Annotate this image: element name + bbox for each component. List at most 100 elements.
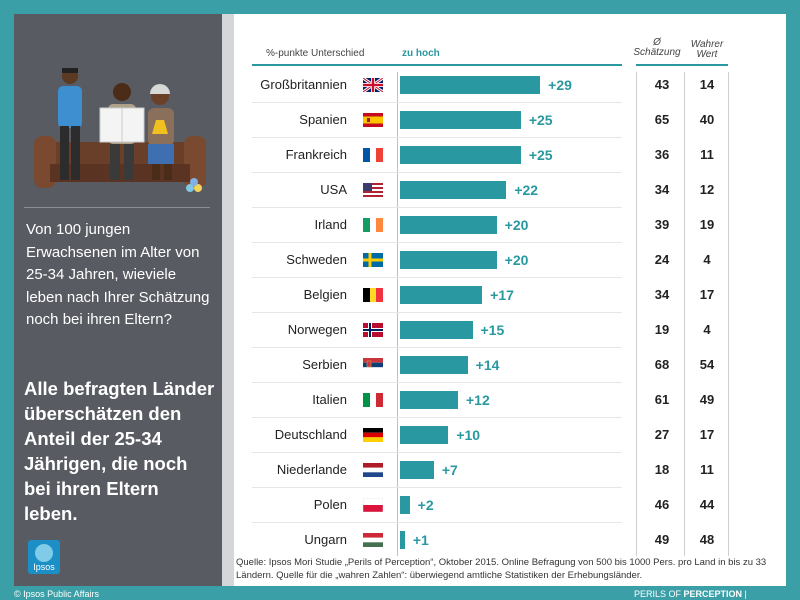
bar-value-label: +22 [514, 182, 539, 198]
bar [400, 356, 468, 374]
bar [400, 76, 541, 94]
bar [400, 461, 434, 479]
true-value: 17 [699, 287, 715, 302]
column-rule-right [728, 72, 729, 556]
bar [400, 111, 521, 129]
bar-value-label: +17 [490, 287, 514, 303]
header-rule-right [636, 64, 728, 66]
true-value: 14 [699, 77, 715, 92]
true-value: 44 [699, 497, 715, 512]
copyright-footer: © Ipsos Public Affairs [14, 589, 100, 599]
estimate-value: 36 [654, 147, 670, 162]
left-panel: Von 100 jungen Erwachsenen im Alter von … [14, 14, 222, 586]
bar [400, 321, 473, 339]
bar [400, 181, 507, 199]
true-value: 4 [703, 252, 711, 267]
estimate-value: 18 [654, 462, 670, 477]
row-separator [252, 417, 622, 418]
estimate-value: 49 [654, 532, 670, 547]
estimate-value: 27 [654, 427, 670, 442]
bar-value-label: +15 [480, 322, 505, 338]
bar-value-label: +7 [441, 462, 458, 478]
bar-value-label: +25 [528, 147, 553, 163]
italy-flag-icon [363, 393, 383, 407]
true-value: 48 [699, 532, 715, 547]
country-label: Großbritannien [260, 77, 347, 92]
estimate-value: 46 [654, 497, 670, 512]
norway-flag-icon [363, 323, 383, 337]
netherlands-flag-icon [363, 463, 383, 477]
bar [400, 496, 410, 514]
estimate-column-label: Schätzung [633, 47, 681, 58]
perils-bold: PERCEPTION [683, 589, 743, 599]
true-value: 54 [699, 357, 715, 372]
true-value-column-label-1: Wahrer [690, 39, 724, 50]
panel-separator [222, 14, 234, 586]
bar-value-label: +12 [466, 392, 490, 408]
germany-flag-icon [363, 428, 383, 442]
perils-footer: PERILS OF PERCEPTION | [634, 589, 747, 599]
country-label: Italien [312, 392, 347, 407]
country-label: Belgien [303, 287, 347, 302]
ireland-flag-icon [363, 218, 383, 232]
uk-flag-icon [363, 78, 383, 92]
bar-value-label: +1 [412, 532, 429, 548]
estimate-value: 19 [654, 322, 670, 337]
true-value: 12 [699, 182, 715, 197]
row-separator [252, 102, 622, 103]
country-label: Norwegen [287, 322, 347, 337]
estimate-value: 61 [654, 392, 670, 407]
bar [400, 146, 521, 164]
conclusion-text: Alle befragten Länder überschätzen den A… [24, 378, 215, 524]
bar [400, 531, 405, 549]
divider [24, 207, 210, 208]
country-label: Frankreich [285, 147, 347, 162]
true-value: 4 [703, 322, 711, 337]
country-label: Serbien [302, 357, 347, 372]
country-label: USA [320, 182, 347, 197]
question-text: Von 100 jungen Erwachsenen im Alter von … [26, 221, 210, 328]
row-separator [252, 312, 622, 313]
true-value: 40 [699, 112, 715, 127]
country-label: Spanien [299, 112, 347, 127]
row-separator [252, 522, 622, 523]
row-separator [252, 172, 622, 173]
bar-value-label: +25 [528, 112, 553, 128]
row-separator [252, 347, 622, 348]
estimate-value: 43 [654, 77, 670, 92]
chart-panel: %-punkte Unterschied zu hoch Ø Schätzung… [222, 14, 786, 586]
country-label: Schweden [286, 252, 347, 267]
estimate-column-symbol: Ø [653, 37, 661, 48]
bar [400, 426, 449, 444]
bar [400, 216, 497, 234]
true-value-column-header: Wahrer Wert [682, 40, 732, 60]
row-separator [252, 382, 622, 383]
true-value: 11 [700, 462, 714, 477]
estimate-value: 65 [654, 112, 670, 127]
spain-flag-icon [363, 113, 383, 127]
column-rule-mid [684, 72, 685, 556]
row-separator [252, 242, 622, 243]
france-flag-icon [363, 148, 383, 162]
too-high-header-label: zu hoch [402, 48, 440, 59]
true-value: 11 [700, 147, 714, 162]
perils-suffix: | [742, 589, 747, 599]
belgium-flag-icon [363, 288, 383, 302]
estimate-value: 68 [654, 357, 670, 372]
country-label: Ungarn [304, 532, 347, 547]
bar-value-label: +20 [504, 217, 529, 233]
bar-value-label: +29 [548, 77, 572, 93]
row-separator [252, 452, 622, 453]
serbia-flag-icon [363, 358, 383, 372]
source-note: Quelle: Ipsos Mori Studie „Perils of Per… [236, 557, 767, 581]
diff-header-label: %-punkte Unterschied [266, 48, 365, 59]
ipsos-logo: Ipsos [28, 540, 60, 574]
header-rule [252, 64, 622, 66]
hungary-flag-icon [363, 533, 383, 547]
country-label: Irland [314, 217, 347, 232]
bar [400, 391, 458, 409]
bar-value-label: +10 [456, 427, 481, 443]
column-rule-left [636, 72, 637, 556]
bar-axis [397, 72, 398, 556]
usa-flag-icon [363, 183, 383, 197]
